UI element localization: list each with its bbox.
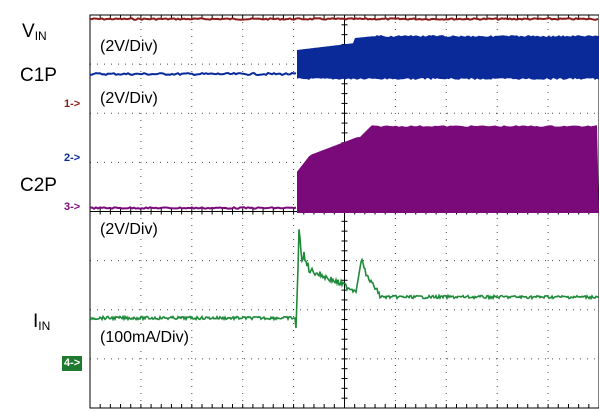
c2p-switching-band: [297, 125, 599, 212]
ch1-scale-label: (2V/Div): [99, 38, 159, 56]
ch4-scale-label: (100mA/Div): [99, 329, 190, 347]
c1p-trace: [89, 71, 297, 77]
ch2-scale-label: (2V/Div): [99, 90, 159, 108]
iin-trace: [89, 229, 599, 329]
c1p-switching-band: [297, 35, 599, 80]
c2p-label: C2P: [20, 175, 57, 196]
vin-label: VIN: [22, 21, 47, 43]
c1p-label: C1P: [20, 65, 57, 86]
iin-label: IIN: [33, 311, 51, 333]
ch3-scale-label: (2V/Div): [99, 221, 159, 239]
vin-trace: [89, 17, 599, 21]
ch3-marker: 3->: [64, 201, 81, 213]
c2p-trace: [89, 206, 297, 210]
ch2-marker: 2->: [64, 152, 81, 164]
ch1-marker: 1->: [64, 98, 81, 110]
ch4-marker: 4->: [62, 356, 83, 371]
